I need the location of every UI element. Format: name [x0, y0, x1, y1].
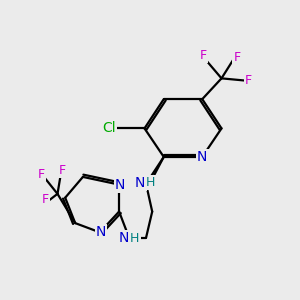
Text: Cl: Cl	[102, 122, 116, 135]
Text: F: F	[38, 168, 44, 181]
Text: H: H	[130, 232, 140, 245]
Text: N: N	[197, 150, 207, 164]
Text: F: F	[59, 164, 66, 177]
Text: F: F	[245, 74, 252, 87]
Text: N: N	[135, 176, 146, 190]
Text: N: N	[119, 231, 129, 245]
Text: F: F	[233, 51, 241, 64]
Text: F: F	[200, 49, 207, 62]
Text: H: H	[146, 176, 155, 189]
Text: F: F	[42, 193, 49, 206]
Text: N: N	[96, 225, 106, 239]
Text: N: N	[115, 178, 125, 192]
